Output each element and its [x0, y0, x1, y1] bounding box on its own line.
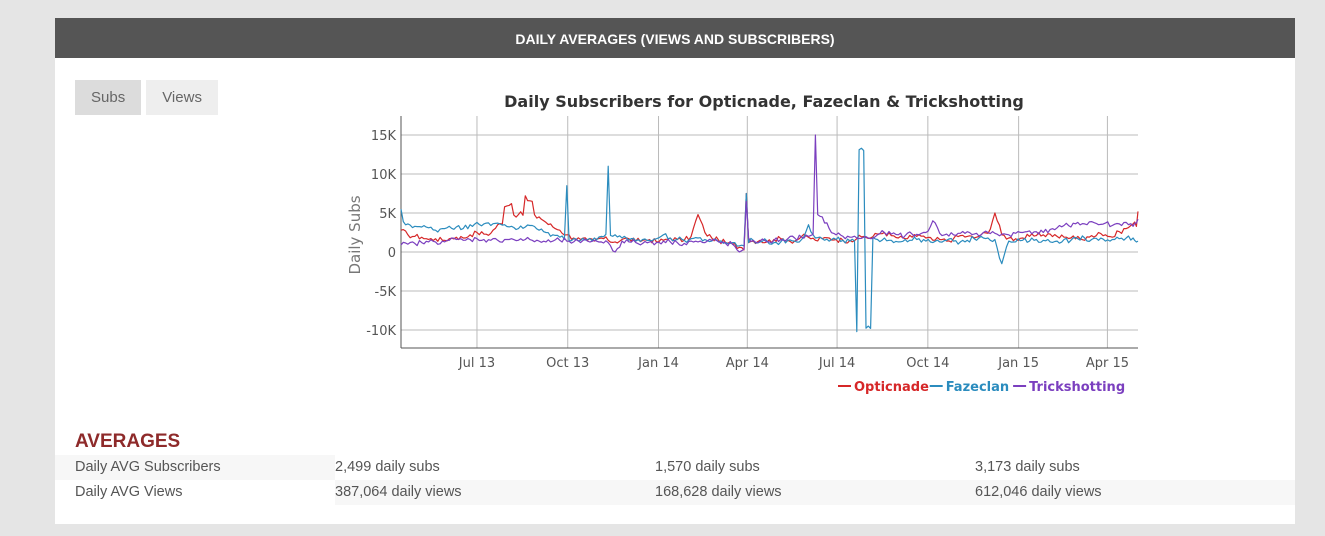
averages-row-subscribers: Daily AVG Subscribers 2,499 daily subs 1… — [55, 455, 1295, 480]
row-label: Daily AVG Views — [55, 480, 335, 505]
averages-row-views: Daily AVG Views 387,064 daily views 168,… — [55, 480, 1295, 505]
y-tick-label: 5K — [379, 207, 396, 222]
x-tick-label: Oct 13 — [546, 356, 589, 371]
legend-label-opticnade: Opticnade — [854, 380, 929, 395]
metric-tabs: Subs Views — [75, 80, 218, 115]
x-tick-label: Jan 14 — [637, 356, 679, 371]
value-fazeclan: 168,628 daily views — [655, 480, 975, 505]
series-line-fazeclan — [400, 147, 1139, 333]
x-tick-label: Jan 15 — [997, 356, 1039, 371]
y-axis-label: Daily Subs — [346, 195, 364, 274]
y-tick-label: -5K — [375, 285, 397, 300]
y-tick-label: -10K — [366, 324, 396, 339]
averages-table: Daily AVG Subscribers 2,499 daily subs 1… — [55, 455, 1295, 505]
tab-views[interactable]: Views — [146, 80, 218, 115]
value-opticnade: 387,064 daily views — [335, 480, 655, 505]
x-tick-label: Jul 13 — [458, 356, 495, 371]
chart-legend: Opticnade Fazeclan Trickshotting — [838, 380, 1125, 395]
x-tick-label: Apr 15 — [1086, 356, 1129, 371]
x-axis-ticks: Jul 13 Oct 13 Jan 14 Apr 14 Jul 14 Oct 14 Jan … — [458, 356, 1129, 371]
daily-subs-chart: Daily Subscribers for Opticnade, Fazecla… — [346, 92, 1139, 395]
x-tick-label: Jul 14 — [818, 356, 855, 371]
legend-label-fazeclan: Fazeclan — [946, 380, 1009, 395]
y-tick-label: 0 — [388, 246, 396, 261]
value-trickshotting: 3,173 daily subs — [975, 459, 1080, 475]
legend-label-trickshotting: Trickshotting — [1029, 380, 1125, 395]
chart-title: Daily Subscribers for Opticnade, Fazecla… — [504, 92, 1024, 111]
x-tick-label: Oct 14 — [906, 356, 949, 371]
panel-header: DAILY AVERAGES (VIEWS AND SUBSCRIBERS) — [55, 18, 1295, 58]
y-tick-label: 10K — [371, 168, 397, 183]
value-trickshotting: 612,046 daily views — [975, 480, 1295, 505]
value-opticnade: 2,499 daily subs — [335, 459, 440, 475]
row-label: Daily AVG Subscribers — [55, 455, 335, 480]
tab-subs[interactable]: Subs — [75, 80, 142, 115]
value-fazeclan: 1,570 daily subs — [655, 459, 760, 475]
y-tick-label: 15K — [371, 129, 397, 144]
daily-averages-panel: DAILY AVERAGES (VIEWS AND SUBSCRIBERS) S… — [55, 18, 1295, 524]
averages-title: AVERAGES — [75, 431, 181, 452]
y-axis-ticks: 15K 10K 5K 0 -5K -10K — [366, 129, 396, 339]
chart-series — [400, 134, 1139, 333]
x-tick-label: Apr 14 — [726, 356, 769, 371]
series-line-trickshotting — [400, 134, 1139, 253]
